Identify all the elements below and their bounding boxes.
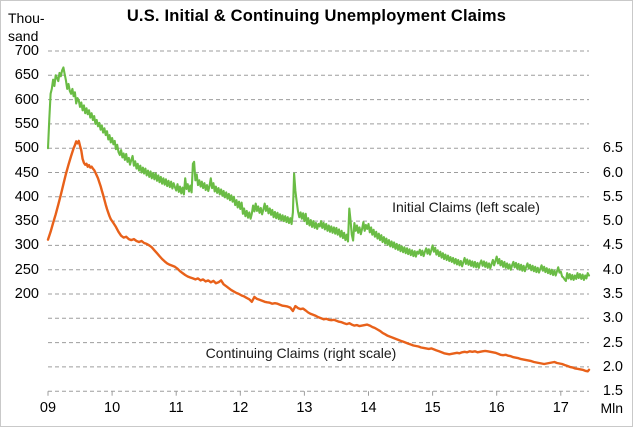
y-axis-left-tick-label: 400: [14, 188, 39, 205]
y-axis-right-tick-label: 6.0: [602, 164, 623, 181]
left-axis-unit-label: Thou- sand: [8, 9, 45, 45]
x-axis-tick-label: 09: [39, 400, 57, 416]
x-axis-tick-label: 11: [168, 400, 184, 416]
x-axis-tick-label: 12: [232, 400, 249, 416]
y-axis-left-tick-label: 550: [14, 115, 39, 132]
y-axis-right-tick-label: 1.5: [602, 383, 623, 400]
left-axis-unit-line2: sand: [8, 28, 39, 44]
x-axis-tick-label: 15: [424, 400, 441, 416]
left-axis-unit-line1: Thou-: [8, 10, 45, 26]
y-axis-right-tick-label: 6.5: [602, 140, 623, 157]
y-axis-right-tick-label: 2.5: [602, 334, 623, 351]
y-axis-left-tick-label: 250: [14, 261, 39, 278]
continuing-claims-line: [46, 139, 591, 373]
y-axis-left-tick-label: 300: [14, 237, 39, 254]
right-axis-unit-label: Mln: [600, 400, 623, 416]
y-axis-right-tick-label: 2.0: [602, 358, 623, 375]
x-axis-tick-label: 17: [552, 400, 569, 416]
continuing-claims-series-label: Continuing Claims (right scale): [205, 345, 397, 361]
initial-claims-line: [46, 66, 591, 282]
initial-claims-series-label: Initial Claims (left scale): [392, 199, 540, 215]
x-axis-tick-label: 16: [488, 400, 505, 416]
y-axis-right-tick-label: 5.5: [602, 188, 623, 205]
x-axis-tick-label: 10: [104, 400, 121, 416]
chart-title: U.S. Initial & Continuing Unemployment C…: [126, 7, 507, 25]
y-axis-right-tick-label: 4.0: [602, 261, 623, 278]
y-axis-right-tick-label: 5.0: [602, 213, 623, 230]
y-axis-right-tick-label: 4.5: [602, 237, 623, 254]
y-axis-right-tick-label: 3.0: [602, 310, 623, 327]
x-axis-tick-label: 14: [360, 400, 377, 416]
y-axis-left-tick-label: 500: [14, 140, 39, 157]
x-axis-tick-label: 13: [296, 400, 313, 416]
y-axis-left-tick-label: 700: [14, 43, 39, 59]
y-axis-left-tick-label: 600: [14, 91, 39, 108]
y-axis-left-tick-label: 200: [14, 286, 39, 302]
y-axis-left-tick-label: 650: [14, 67, 39, 84]
y-axis-left-tick-label: 350: [14, 213, 39, 230]
y-axis-right-tick-label: 3.5: [602, 286, 623, 302]
y-axis-left-tick-label: 450: [14, 164, 39, 181]
